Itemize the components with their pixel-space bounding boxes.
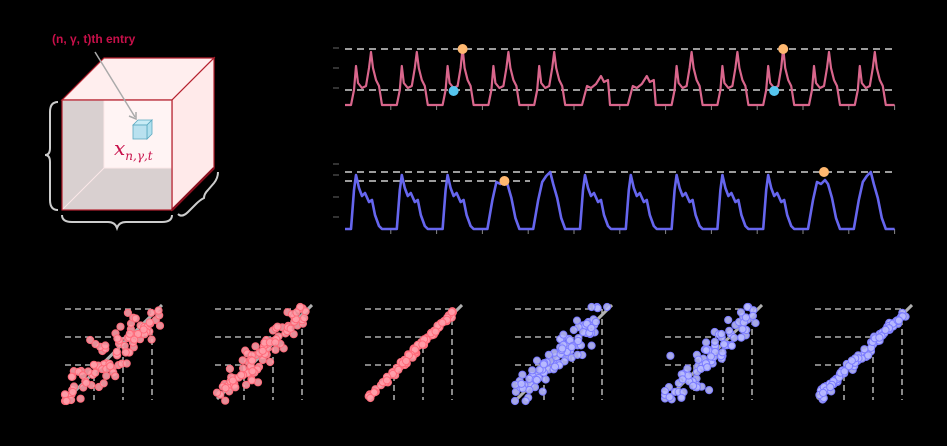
scatter-row (0, 290, 947, 410)
scatter-plot-3 (364, 303, 464, 403)
top-timeseries-chart (330, 38, 910, 118)
scatter-plot-5 (660, 302, 764, 404)
bottom-timeseries-chart (330, 160, 910, 240)
entry-cube-icon (132, 119, 153, 140)
depth-brace (177, 171, 219, 217)
pointer-arrow (94, 51, 136, 118)
scatter-plot-6 (815, 303, 914, 404)
pink-line-plot (333, 44, 896, 110)
variable-symbol: xn,γ,t (114, 136, 153, 163)
scatter-plot-4 (510, 302, 614, 406)
tensor-cube-illustration (44, 51, 219, 232)
height-brace (44, 101, 59, 211)
scatter-plot-1 (60, 303, 165, 406)
entry-label: (n, γ, t)th entry (52, 32, 136, 46)
tensor-diagram: (n, γ, t)th entry xn,γ,t (0, 0, 320, 260)
blue-line-plot (333, 163, 896, 234)
width-brace (61, 214, 173, 232)
scatter-plot-2 (212, 302, 314, 405)
